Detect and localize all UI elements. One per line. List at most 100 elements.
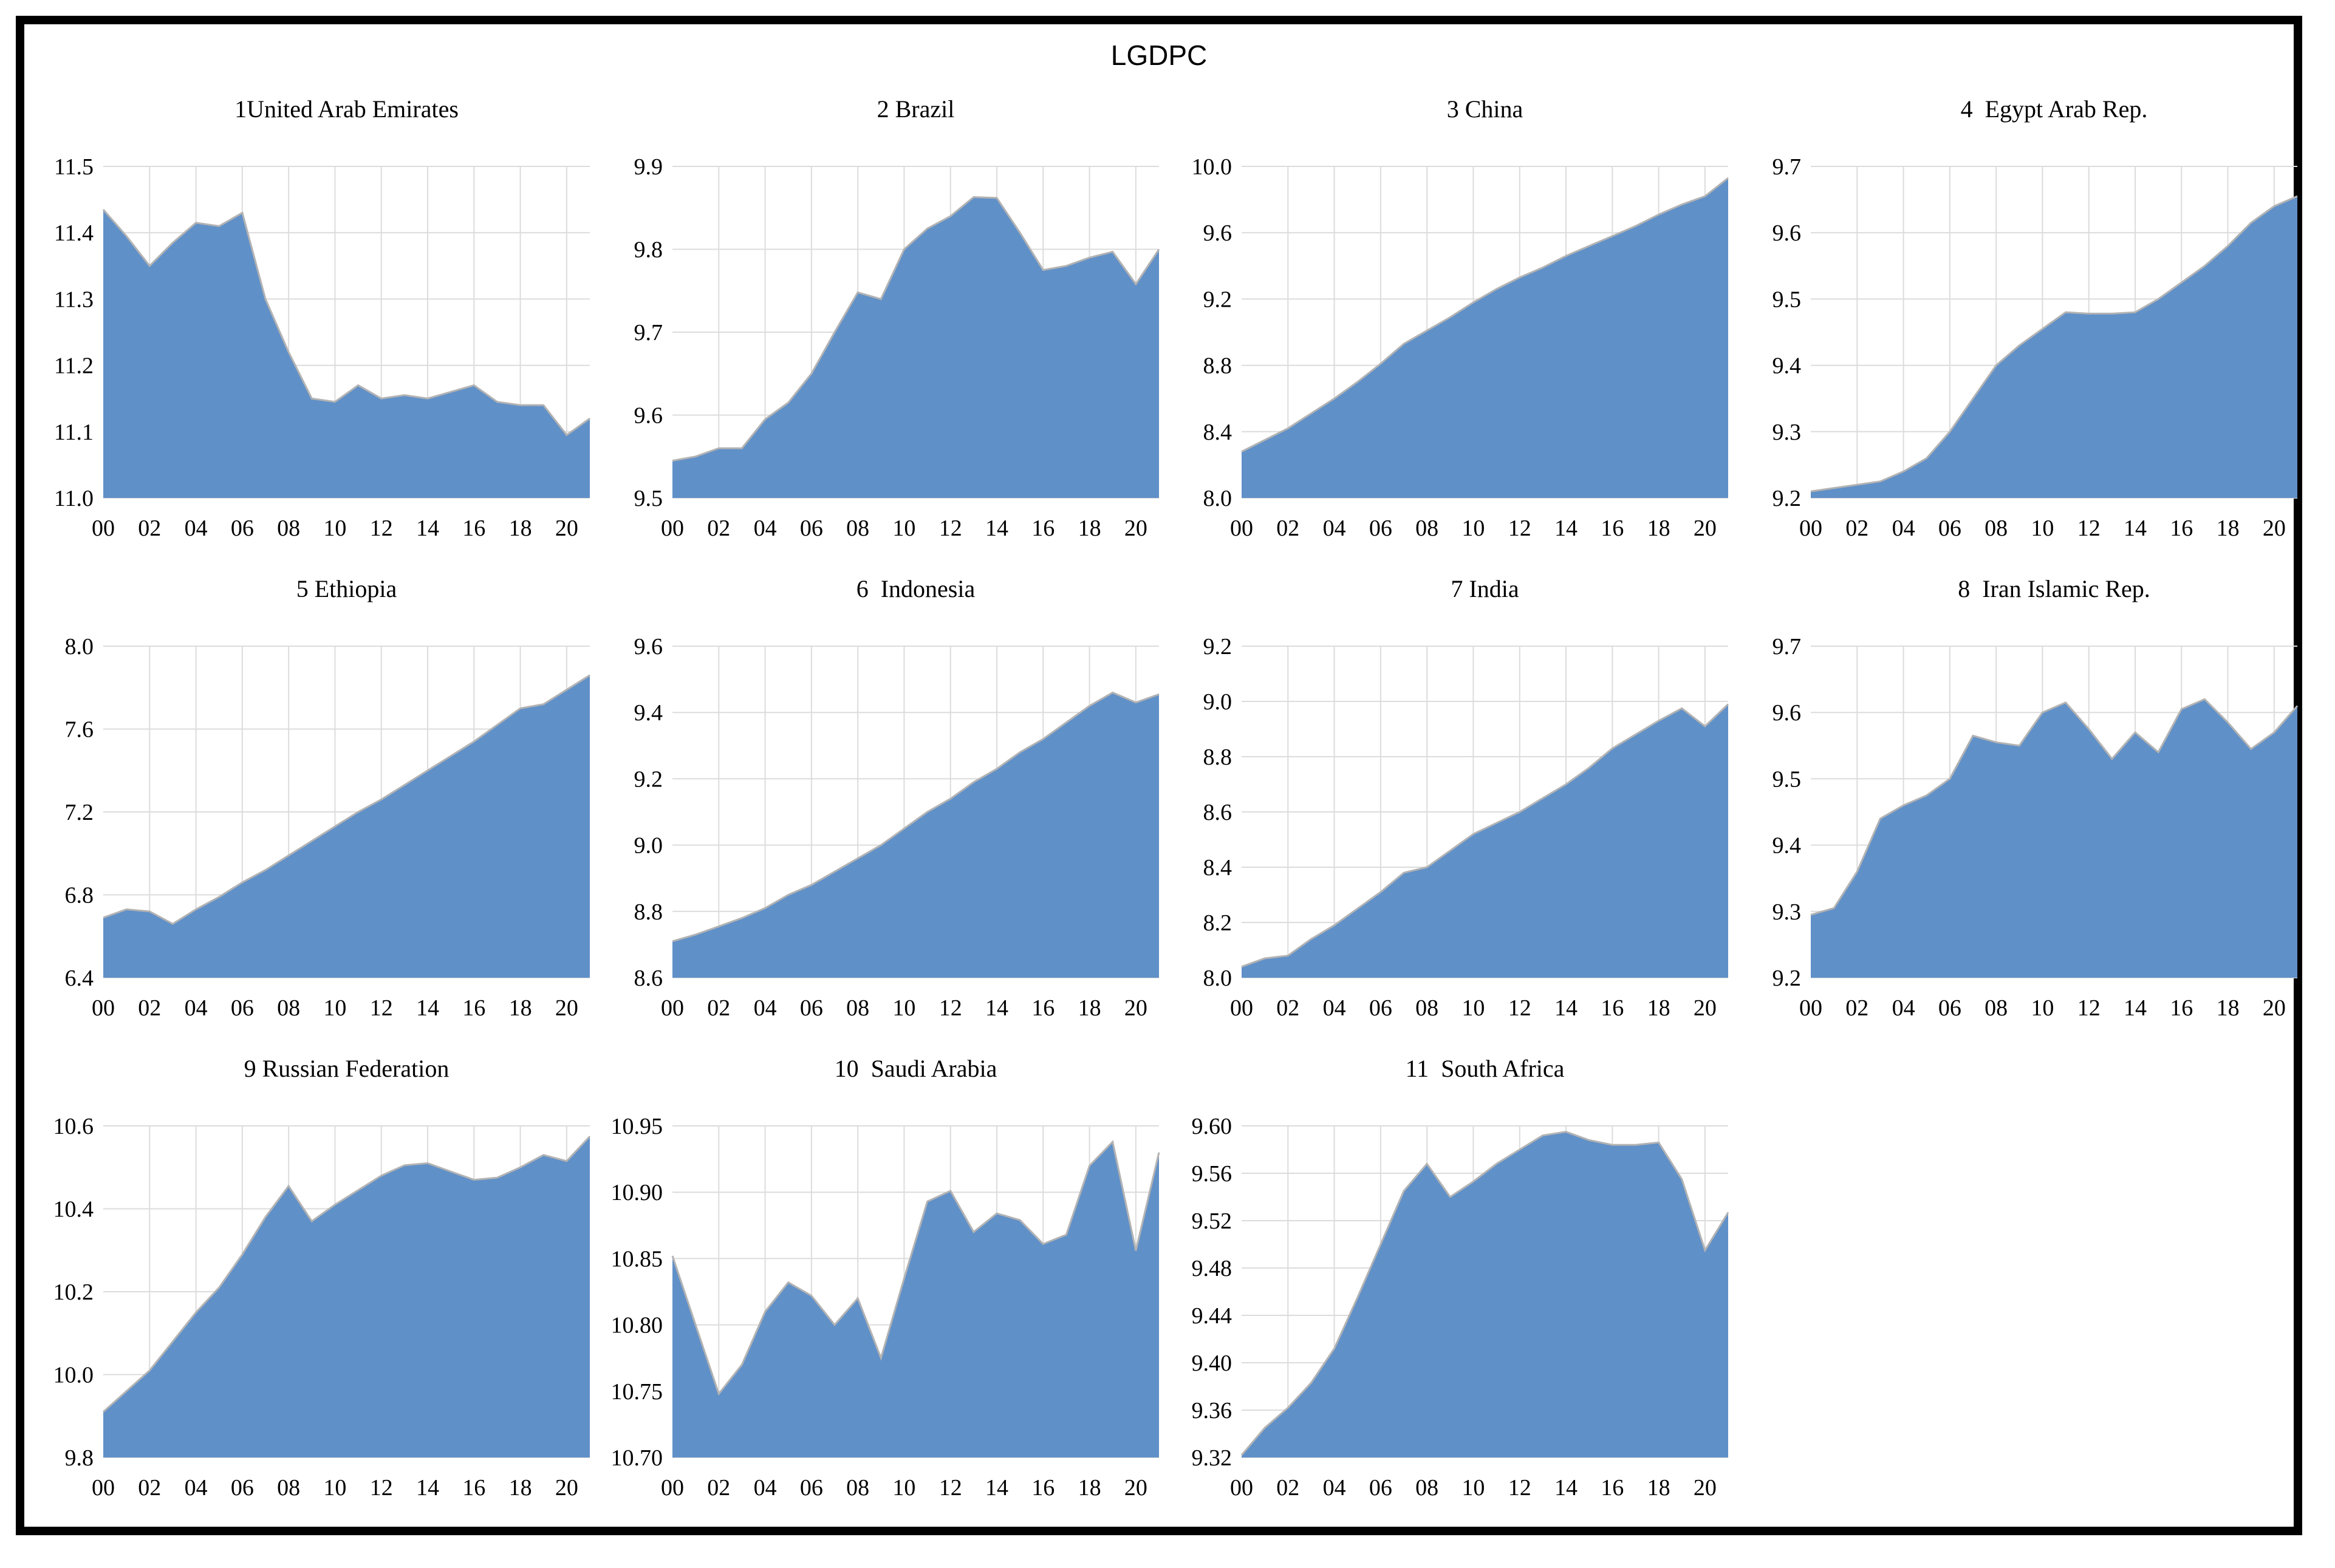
y-tick-label: 9.7 bbox=[1773, 634, 1802, 660]
x-tick-label: 20 bbox=[1124, 1475, 1147, 1501]
x-tick-label: 08 bbox=[277, 516, 300, 541]
x-tick-label: 16 bbox=[2170, 995, 2193, 1021]
x-tick-label: 20 bbox=[1124, 516, 1147, 541]
area-series bbox=[1242, 1131, 1728, 1457]
y-tick-label: 8.6 bbox=[1203, 800, 1232, 825]
x-tick-label: 12 bbox=[1508, 516, 1531, 541]
x-tick-label: 18 bbox=[509, 516, 532, 541]
area-series bbox=[1811, 699, 2297, 978]
x-tick-label: 10 bbox=[1462, 995, 1485, 1021]
area-series-edge bbox=[672, 196, 1160, 462]
x-tick-label: 02 bbox=[1276, 1475, 1299, 1501]
x-tick-label: 04 bbox=[1892, 995, 1915, 1021]
area-series-edge bbox=[1241, 177, 1729, 452]
chart-svg: 11.0 11.1 11.2 11.3 11.4 11.5 00 02 04 06 08 10 12 14… bbox=[54, 154, 590, 541]
x-tick-labels: 00 02 04 06 08 10 12 14 16 18 20 bbox=[1230, 1475, 1717, 1501]
y-tick-label: 9.7 bbox=[634, 320, 663, 346]
chart-title: 9 Russian Federation bbox=[244, 1055, 450, 1082]
x-tick-labels: 00 02 04 06 08 10 12 14 16 18 20 bbox=[92, 516, 578, 541]
chart-svg: 9.2 9.3 9.4 9.5 9.6 9.7 00 02 04 06 08 10 12 14 16 18 20 bbox=[1773, 634, 2299, 1021]
x-tick-label: 12 bbox=[1508, 1475, 1531, 1501]
y-tick-label: 9.0 bbox=[1203, 689, 1232, 715]
chart-panel-brazil: 2 Brazil 9.5 9.6 9.7 9.8 9.9 00 02 04 06 08 10 12 14 1… bbox=[595, 83, 1164, 562]
x-tick-label: 16 bbox=[1031, 995, 1055, 1021]
y-tick-label: 9.7 bbox=[1773, 154, 1802, 180]
x-tick-label: 20 bbox=[555, 516, 578, 541]
x-tick-label: 18 bbox=[1647, 995, 1670, 1021]
x-tick-label: 18 bbox=[1078, 1475, 1101, 1501]
x-tick-label: 02 bbox=[1845, 516, 1868, 541]
y-tick-label: 9.60 bbox=[1192, 1114, 1232, 1139]
y-tick-labels: 8.0 8.2 8.4 8.6 8.8 9.0 9.2 bbox=[1203, 634, 1232, 991]
chart-title: 3 China bbox=[1446, 95, 1523, 123]
chart-svg: 10.70 10.75 10.80 10.85 10.90 10.95 00 02 04 06 08… bbox=[611, 1114, 1160, 1501]
x-tick-label: 02 bbox=[1276, 995, 1299, 1021]
area-series bbox=[103, 1136, 590, 1457]
y-tick-label: 9.5 bbox=[1773, 287, 1802, 312]
y-tick-label: 9.40 bbox=[1192, 1351, 1232, 1376]
chart-panel-south-africa: 11 South Africa 9.32 9.36 9.40 9.44 9.48 9.52 9… bbox=[1164, 1042, 1733, 1522]
x-tick-label: 14 bbox=[985, 995, 1008, 1021]
y-tick-label: 9.8 bbox=[65, 1445, 94, 1471]
y-tick-label: 9.8 bbox=[634, 237, 663, 263]
chart-svg: 6.4 6.8 7.2 7.6 8.0 00 02 04 06 08 10 12 14 16 18 20 bbox=[65, 634, 590, 1021]
y-tick-labels: 8.0 8.4 8.8 9.2 9.6 10.0 bbox=[1192, 154, 1232, 511]
x-tick-label: 08 bbox=[277, 1475, 300, 1501]
y-tick-label: 9.56 bbox=[1192, 1161, 1232, 1187]
x-tick-label: 14 bbox=[985, 1475, 1008, 1501]
y-tick-label: 10.6 bbox=[53, 1114, 94, 1139]
y-tick-labels: 10.70 10.75 10.80 10.85 10.90 10.95 bbox=[611, 1114, 663, 1471]
x-tick-label: 14 bbox=[1554, 516, 1578, 541]
x-tick-label: 20 bbox=[1694, 995, 1717, 1021]
x-tick-labels: 00 02 04 06 08 10 12 14 16 18 20 bbox=[92, 995, 578, 1021]
x-tick-label: 00 bbox=[661, 1475, 684, 1501]
area-series bbox=[103, 210, 590, 498]
area-series-edge bbox=[1240, 1131, 1729, 1456]
x-tick-label: 18 bbox=[1078, 995, 1101, 1021]
x-tick-label: 10 bbox=[2031, 516, 2054, 541]
x-tick-label: 16 bbox=[462, 516, 485, 541]
x-tick-labels: 00 02 04 06 08 10 12 14 16 18 20 bbox=[1230, 995, 1717, 1021]
y-tick-labels: 6.4 6.8 7.2 7.6 8.0 bbox=[65, 634, 94, 991]
page-title: LGDPC bbox=[1110, 39, 1208, 71]
x-tick-label: 06 bbox=[231, 516, 254, 541]
y-tick-label: 9.32 bbox=[1192, 1445, 1232, 1471]
x-tick-label: 10 bbox=[323, 1475, 346, 1501]
chart-title: 8 Iran Islamic Rep. bbox=[1958, 575, 2150, 602]
x-tick-label: 10 bbox=[892, 995, 915, 1021]
chart-svg: 8.0 8.4 8.8 9.2 9.6 10.0 00 02 04 06 08 10 12 14 16 18 2… bbox=[1192, 154, 1729, 541]
y-tick-label: 9.4 bbox=[1773, 353, 1802, 379]
y-tick-labels: 9.8 10.0 10.2 10.4 10.6 bbox=[53, 1114, 94, 1471]
x-tick-label: 20 bbox=[1694, 516, 1717, 541]
x-tick-label: 12 bbox=[939, 516, 962, 541]
x-tick-label: 20 bbox=[555, 1475, 578, 1501]
x-tick-label: 12 bbox=[939, 1475, 962, 1501]
x-tick-label: 16 bbox=[462, 1475, 485, 1501]
x-tick-label: 04 bbox=[185, 516, 208, 541]
x-tick-label: 16 bbox=[1601, 995, 1624, 1021]
y-tick-label: 11.5 bbox=[54, 154, 94, 180]
y-tick-label: 9.6 bbox=[634, 403, 663, 429]
chart-svg: 9.5 9.6 9.7 9.8 9.9 00 02 04 06 08 10 12 14 16 18 20 bbox=[634, 154, 1160, 541]
x-tick-label: 02 bbox=[1845, 995, 1868, 1021]
y-tick-labels: 9.2 9.3 9.4 9.5 9.6 9.7 bbox=[1773, 154, 1802, 511]
area-series-edge bbox=[672, 691, 1160, 943]
area-series bbox=[672, 692, 1159, 978]
x-tick-label: 04 bbox=[185, 1475, 208, 1501]
y-tick-label: 9.5 bbox=[634, 486, 663, 511]
y-tick-labels: 11.0 11.1 11.2 11.3 11.4 11.5 bbox=[54, 154, 94, 511]
y-tick-label: 9.2 bbox=[634, 766, 663, 792]
x-tick-label: 04 bbox=[754, 1475, 777, 1501]
y-tick-label: 9.6 bbox=[634, 634, 663, 660]
x-tick-label: 06 bbox=[800, 995, 823, 1021]
x-tick-label: 10 bbox=[323, 516, 346, 541]
chart-title: 2 Brazil bbox=[877, 95, 955, 123]
x-tick-label: 08 bbox=[1985, 995, 2008, 1021]
x-tick-label: 06 bbox=[1369, 995, 1392, 1021]
chart-panel-india: 7 India 8.0 8.2 8.4 8.6 8.8 9.0 9.2 00 02 04 06 08 10… bbox=[1164, 562, 1733, 1042]
chart-title: 7 India bbox=[1451, 575, 1519, 602]
x-tick-label: 06 bbox=[1369, 1475, 1392, 1501]
x-tick-label: 04 bbox=[1323, 995, 1346, 1021]
y-tick-labels: 9.2 9.3 9.4 9.5 9.6 9.7 bbox=[1773, 634, 1802, 991]
x-tick-label: 00 bbox=[661, 516, 684, 541]
